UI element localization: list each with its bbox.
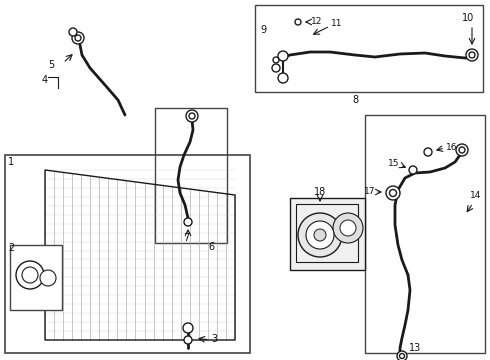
Circle shape — [333, 213, 363, 243]
Bar — [296, 204, 358, 262]
Circle shape — [456, 144, 468, 156]
Text: 11: 11 — [331, 19, 343, 28]
Circle shape — [186, 110, 198, 122]
Bar — [255, 5, 483, 92]
Circle shape — [466, 49, 478, 61]
Circle shape — [278, 73, 288, 83]
Text: 12: 12 — [311, 18, 322, 27]
Circle shape — [459, 147, 465, 153]
Circle shape — [189, 113, 195, 119]
Circle shape — [409, 166, 417, 174]
Circle shape — [424, 148, 432, 156]
Text: 5: 5 — [48, 60, 54, 70]
Circle shape — [72, 32, 84, 44]
Text: 18: 18 — [314, 187, 326, 197]
Circle shape — [295, 19, 301, 25]
Circle shape — [397, 351, 407, 360]
Circle shape — [272, 64, 280, 72]
Bar — [365, 115, 485, 353]
Text: 8: 8 — [352, 95, 358, 105]
Text: 17: 17 — [364, 186, 375, 195]
Circle shape — [183, 323, 193, 333]
Circle shape — [75, 35, 81, 41]
Circle shape — [340, 220, 356, 236]
Circle shape — [399, 354, 405, 359]
Circle shape — [469, 52, 475, 58]
Circle shape — [278, 51, 288, 61]
Bar — [10, 245, 62, 310]
Text: 3: 3 — [211, 334, 217, 344]
Text: 1: 1 — [8, 157, 14, 167]
Circle shape — [314, 229, 326, 241]
Circle shape — [306, 221, 334, 249]
Text: 10: 10 — [462, 13, 474, 23]
Text: 7: 7 — [183, 233, 189, 243]
Circle shape — [22, 267, 38, 283]
Text: 16: 16 — [446, 143, 458, 152]
Circle shape — [184, 336, 192, 344]
Circle shape — [69, 28, 77, 36]
Text: 15: 15 — [388, 158, 399, 167]
Circle shape — [16, 261, 44, 289]
Circle shape — [40, 270, 56, 286]
Text: 14: 14 — [470, 190, 481, 199]
Bar — [5, 155, 250, 353]
Text: 2: 2 — [8, 243, 14, 253]
Text: 6: 6 — [208, 242, 214, 252]
Circle shape — [184, 218, 192, 226]
Text: 9: 9 — [260, 25, 266, 35]
Circle shape — [273, 57, 279, 63]
Text: 13: 13 — [409, 343, 421, 353]
Circle shape — [386, 186, 400, 200]
Bar — [290, 198, 365, 270]
Text: 4: 4 — [42, 75, 48, 85]
Circle shape — [390, 189, 396, 197]
Circle shape — [298, 213, 342, 257]
Bar — [155, 108, 227, 243]
